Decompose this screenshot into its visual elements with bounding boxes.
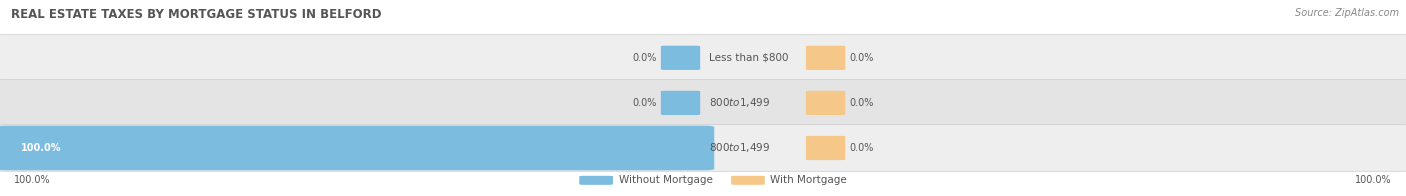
Text: 0.0%: 0.0% [849, 53, 875, 63]
FancyBboxPatch shape [806, 91, 845, 115]
Text: $800 to $1,499: $800 to $1,499 [709, 96, 770, 109]
Text: With Mortgage: With Mortgage [770, 175, 848, 185]
Text: 0.0%: 0.0% [633, 98, 657, 108]
FancyBboxPatch shape [579, 176, 613, 185]
Text: 100.0%: 100.0% [21, 143, 62, 153]
Text: 100.0%: 100.0% [1355, 175, 1392, 185]
FancyBboxPatch shape [661, 91, 700, 115]
Text: $800 to $1,499: $800 to $1,499 [709, 142, 770, 154]
FancyBboxPatch shape [661, 46, 700, 70]
FancyBboxPatch shape [0, 126, 714, 170]
FancyBboxPatch shape [661, 136, 700, 160]
FancyBboxPatch shape [806, 46, 845, 70]
Text: 0.0%: 0.0% [849, 98, 875, 108]
FancyBboxPatch shape [0, 125, 1406, 171]
Text: 0.0%: 0.0% [633, 53, 657, 63]
Text: Less than $800: Less than $800 [709, 53, 789, 63]
Text: 100.0%: 100.0% [14, 175, 51, 185]
Text: Source: ZipAtlas.com: Source: ZipAtlas.com [1295, 8, 1399, 18]
Text: Without Mortgage: Without Mortgage [619, 175, 713, 185]
FancyBboxPatch shape [731, 176, 765, 185]
Text: REAL ESTATE TAXES BY MORTGAGE STATUS IN BELFORD: REAL ESTATE TAXES BY MORTGAGE STATUS IN … [11, 8, 382, 21]
Text: 0.0%: 0.0% [849, 143, 875, 153]
FancyBboxPatch shape [806, 136, 845, 160]
FancyBboxPatch shape [0, 34, 1406, 81]
FancyBboxPatch shape [0, 80, 1406, 126]
